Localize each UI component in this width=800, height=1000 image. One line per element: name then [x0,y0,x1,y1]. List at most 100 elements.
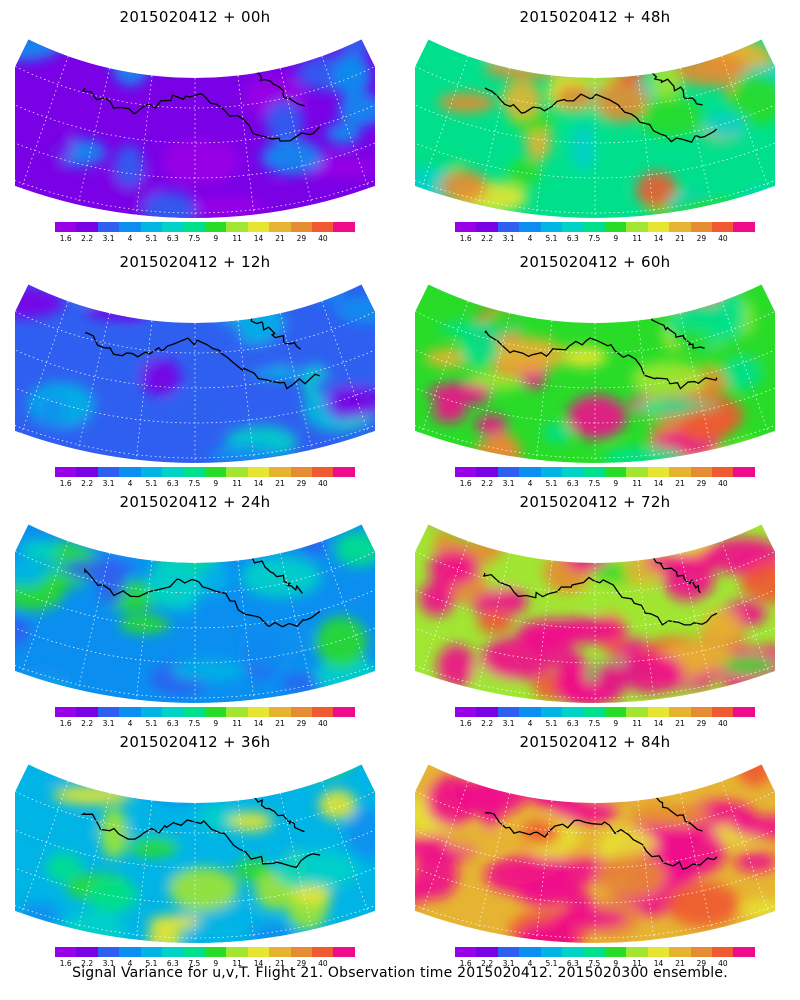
variance-blob [520,764,587,808]
variance-blob [129,837,179,858]
colorbar-swatch [497,947,520,957]
colorbar-tick-label: 11 [632,234,642,243]
variance-blob [596,854,666,897]
variance-blob [555,39,632,80]
variance-blob [477,610,513,634]
longitude-line [77,793,110,930]
longitude-line [135,75,153,215]
colorbar-swatch [55,467,77,477]
colorbar-swatch [455,947,477,957]
variance-blob [734,852,775,872]
colorbar-tick-label: 9 [213,959,219,968]
variance-blob [484,58,568,79]
colorbar-swatch [455,707,477,717]
variance-blob [613,524,674,562]
variance-blob [654,39,689,44]
colorbar-swatch [204,947,227,957]
longitude-line [21,56,69,189]
longitude-line [637,75,655,215]
colorbar-swatch [183,222,205,232]
variance-blob [456,524,509,527]
colorbar-tick-label: 9 [213,234,219,243]
colorbar-swatch [312,467,334,477]
variance-blob [459,330,500,368]
latitude-line [15,66,375,109]
panel-title: 2015020412 + 60h [519,253,671,271]
colorbar-swatch [733,222,755,232]
coastline [80,812,321,869]
variance-blob [228,811,273,832]
variance-map [415,39,775,218]
colorbar-swatch [690,947,713,957]
latitude-line [15,311,375,354]
colorbar-swatch [140,707,163,717]
colorbar-swatch [712,707,734,717]
colorbar-tick-label: 4 [127,234,133,243]
longitude-line [280,793,313,930]
variance-blob [106,39,148,55]
variance-blob [237,621,302,670]
colorbar-swatch [497,467,520,477]
colorbar-swatch [712,222,734,232]
colorbar-swatch [476,947,498,957]
colorbar-tick-label: 5.1 [545,719,558,728]
colorbar-swatch [55,222,77,232]
variance-blob [182,778,223,798]
colorbar-swatch [647,707,670,717]
variance-blob [275,850,359,891]
colorbar-swatch [226,467,248,477]
variance-blob [557,524,599,529]
variance-blob [661,524,712,555]
colorbar-tick-label: 1.6 [59,234,72,243]
longitude-line [721,781,769,914]
longitude-line [280,68,313,205]
colorbar-tick-label: 3.1 [502,234,515,243]
colorbar-swatch [183,947,205,957]
forecast-panel: 2015020412 + 48h 1.6 2.2 3.1 4 5.1 6.3 7.5 9 11 14… [405,0,785,243]
colorbar-swatch [647,467,670,477]
panel-title: 2015020412 + 84h [519,733,671,751]
variance-blob [577,284,649,292]
colorbar-swatch [690,222,713,232]
variance-blob [171,660,246,682]
variance-blob [36,394,66,425]
variance-map [15,284,375,463]
colorbar-swatch [455,222,477,232]
colorbar-swatch [76,707,98,717]
colorbar-swatch [333,707,355,717]
longitude-line [637,800,655,940]
colorbar-tick-label: 3.1 [102,479,115,488]
variance-blob [638,96,704,138]
longitude-line [237,320,255,460]
colorbar-tick-label: 4 [527,959,533,968]
variance-blob [99,284,132,317]
latitude-line [15,885,375,939]
panel-title: 2015020412 + 72h [519,493,671,511]
longitude-line [535,560,553,700]
latitude-line [15,551,375,594]
longitude-line [680,553,713,690]
variance-blob [18,539,61,557]
colorbar [55,947,355,957]
colorbar-swatch [247,467,270,477]
latitude-line [415,311,775,354]
variance-blob [113,144,145,187]
variance-map [15,764,375,943]
colorbar-tick-label: 5.1 [145,479,158,488]
colorbar-swatch [290,707,313,717]
longitude-line [477,313,510,450]
latitude-line [15,160,375,214]
longitude-line [21,301,69,434]
variance-map [415,524,775,703]
colorbar-swatch [583,467,605,477]
colorbar-swatch [269,467,291,477]
colorbar-swatch [247,707,270,717]
colorbar-swatch [733,947,755,957]
variance-blob [637,284,674,293]
colorbar-swatch [204,467,227,477]
colorbar-swatch [712,467,734,477]
colorbar-swatch [669,707,691,717]
forecast-panel: 2015020412 + 36h 1.6 2.2 3.1 4 5.1 6.3 7.5 9 11 14… [5,725,385,968]
longitude-line [280,313,313,450]
variance-blob [456,764,501,773]
